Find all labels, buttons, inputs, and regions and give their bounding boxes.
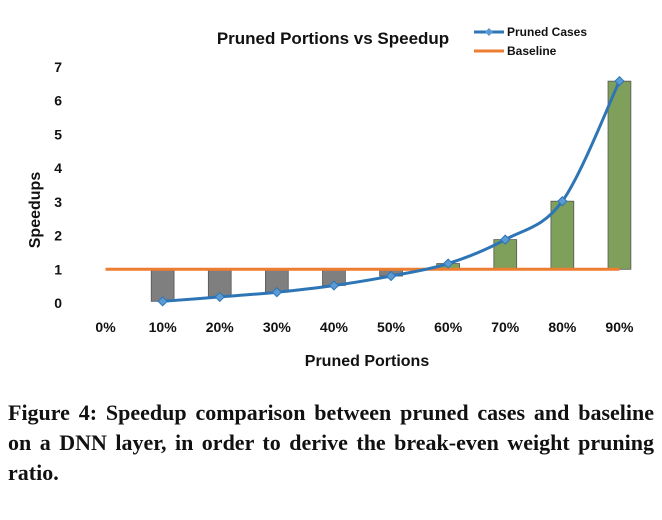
pruned-cases-point xyxy=(557,195,568,207)
y-tick-label: 4 xyxy=(54,160,62,176)
x-tick-label: 20% xyxy=(206,319,235,335)
pruned-cases-point xyxy=(614,75,625,87)
x-tick-label: 90% xyxy=(605,319,634,335)
x-tick-label: 70% xyxy=(491,319,520,335)
x-tick-label: 80% xyxy=(548,319,577,335)
legend-marker-pruned xyxy=(485,28,493,36)
y-axis-ticks: 0 1 2 3 4 5 6 7 xyxy=(54,59,62,311)
y-tick-label: 3 xyxy=(54,194,62,210)
y-tick-label: 0 xyxy=(54,295,62,311)
bar xyxy=(607,80,632,270)
pruned-cases-point xyxy=(442,258,454,269)
pruned-cases-point xyxy=(500,234,511,245)
pruned-cases-point xyxy=(328,280,340,291)
pruned-cases-point xyxy=(385,270,397,282)
x-tick-label: 60% xyxy=(434,319,463,335)
speedup-chart: Pruned Portions vs Speedup 0 1 2 3 4 5 6 7 0% 10… xyxy=(27,25,634,370)
x-tick-label: 30% xyxy=(263,319,292,335)
chart-title: Pruned Portions vs Speedup xyxy=(217,29,449,48)
legend-item-pruned-cases: Pruned Cases xyxy=(474,25,587,39)
y-tick-label: 5 xyxy=(54,126,62,142)
pruned-series xyxy=(157,75,625,307)
legend: Pruned Cases Baseline xyxy=(474,25,587,58)
y-tick-label: 7 xyxy=(54,59,62,75)
y-axis-label: Speedups xyxy=(27,172,44,249)
y-tick-label: 2 xyxy=(54,228,62,244)
x-axis-ticks: 0% 10% 20% 30% 40% 50% 60% 70% 80% 90% xyxy=(95,319,634,335)
legend-label-pruned: Pruned Cases xyxy=(507,25,587,39)
legend-label-baseline: Baseline xyxy=(507,44,557,58)
x-tick-label: 50% xyxy=(377,319,406,335)
x-tick-label: 0% xyxy=(95,319,116,335)
x-axis-label: Pruned Portions xyxy=(305,353,430,370)
figure-caption: Figure 4: Speedup comparison between pru… xyxy=(8,400,654,485)
pruned-cases-point xyxy=(214,291,225,303)
y-tick-label: 6 xyxy=(54,93,62,109)
pruned-cases-point xyxy=(271,287,283,298)
x-tick-label: 40% xyxy=(320,319,349,335)
legend-item-baseline: Baseline xyxy=(474,44,557,58)
y-tick-label: 1 xyxy=(54,261,62,277)
x-tick-label: 10% xyxy=(149,319,178,335)
pruned-cases-point xyxy=(157,296,168,307)
